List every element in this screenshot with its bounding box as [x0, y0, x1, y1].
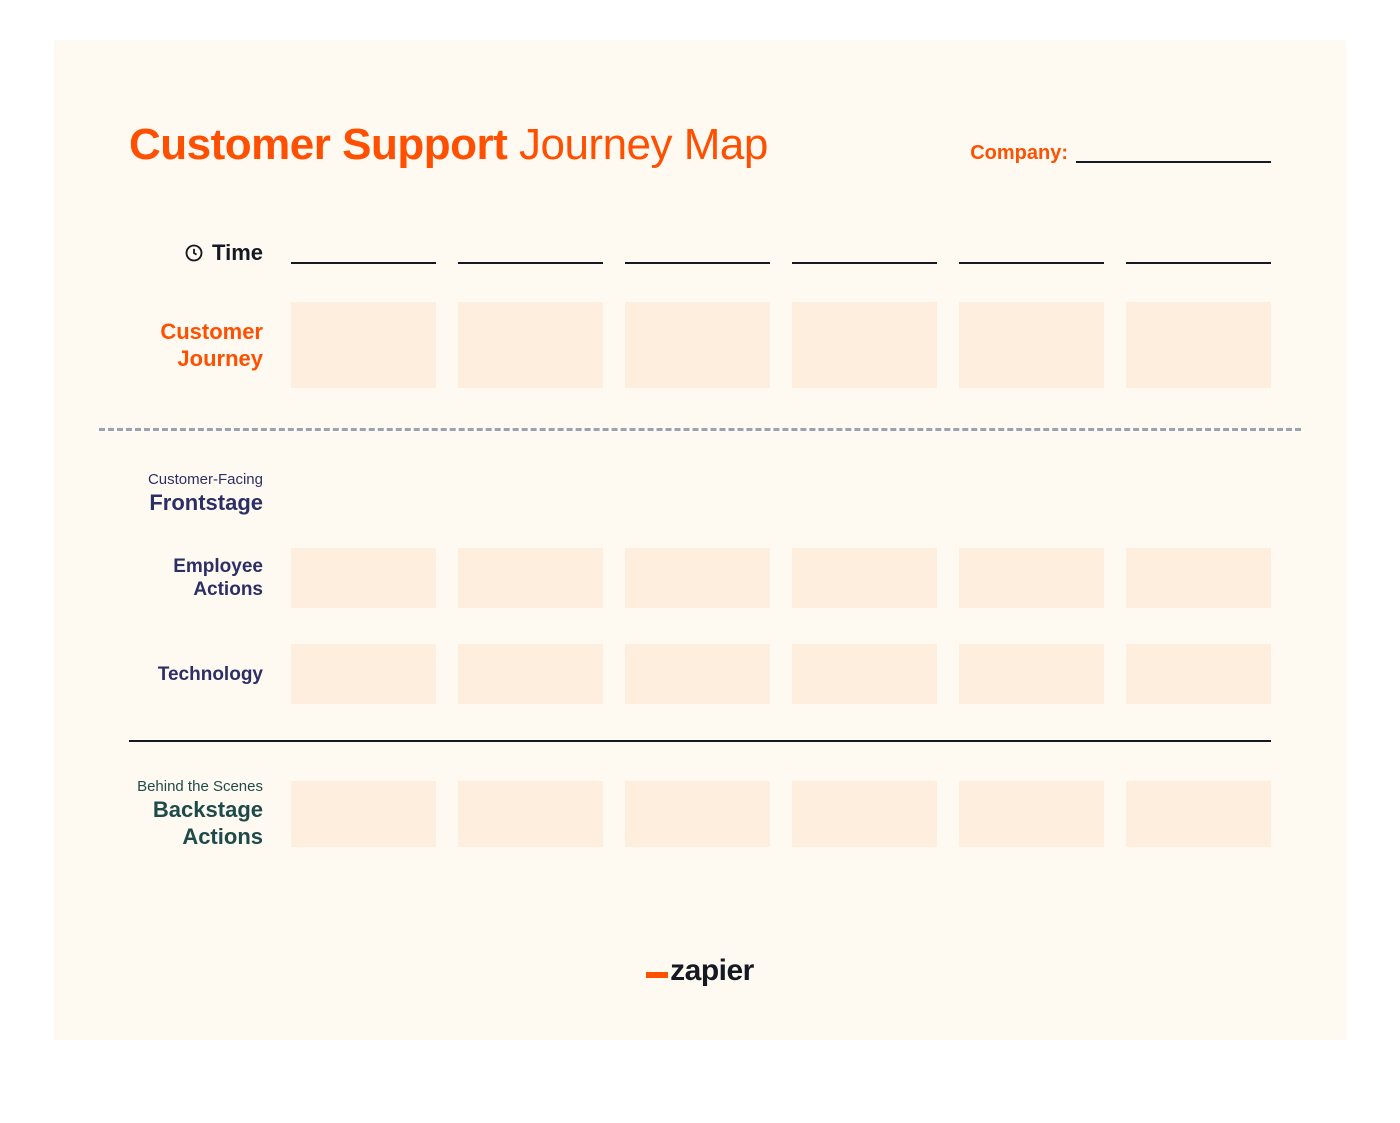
time-slot[interactable]	[1126, 262, 1271, 264]
time-row: Time	[129, 240, 1271, 266]
backstage-cell[interactable]	[959, 781, 1104, 847]
technology-cell[interactable]	[1126, 644, 1271, 704]
time-slot[interactable]	[625, 262, 770, 264]
customer-journey-label: Customer Journey	[129, 318, 269, 373]
backstage-cell[interactable]	[625, 781, 770, 847]
employee-cell[interactable]	[959, 548, 1104, 608]
backstage-cell[interactable]	[1126, 781, 1271, 847]
title-bold: Customer Support	[129, 120, 507, 169]
technology-cell[interactable]	[291, 644, 436, 704]
technology-row: Technology	[129, 644, 1271, 704]
technology-cell[interactable]	[792, 644, 937, 704]
technology-cell[interactable]	[458, 644, 603, 704]
technology-cell[interactable]	[959, 644, 1104, 704]
technology-cell[interactable]	[625, 644, 770, 704]
backstage-cell[interactable]	[458, 781, 603, 847]
technology-label-text: Technology	[158, 664, 263, 685]
journey-cell[interactable]	[625, 302, 770, 388]
journey-cell[interactable]	[1126, 302, 1271, 388]
employee-cell[interactable]	[625, 548, 770, 608]
frontstage-main: Frontstage	[149, 490, 263, 515]
logo-underscore-icon	[646, 972, 668, 978]
customer-journey-row: Customer Journey	[129, 302, 1271, 388]
journey-cell[interactable]	[959, 302, 1104, 388]
company-label: Company:	[970, 142, 1068, 165]
employee-cell[interactable]	[291, 548, 436, 608]
backstage-cell[interactable]	[291, 781, 436, 847]
header: Customer Support Journey Map Company:	[129, 120, 1271, 170]
company-field[interactable]: Company:	[970, 142, 1271, 165]
journey-map-page: Customer Support Journey Map Company: Ti…	[54, 40, 1346, 1040]
journey-cell[interactable]	[792, 302, 937, 388]
time-slot[interactable]	[792, 262, 937, 264]
employee-actions-label-text: Employee Actions	[173, 556, 263, 601]
backstage-label: Behind the Scenes Backstage Actions	[129, 778, 269, 850]
time-label-text: Time	[212, 240, 263, 266]
time-slot[interactable]	[959, 262, 1104, 264]
divider-solid	[129, 740, 1271, 742]
time-label: Time	[129, 240, 269, 266]
page-title: Customer Support Journey Map	[129, 120, 768, 170]
journey-cell[interactable]	[458, 302, 603, 388]
zapier-logo: zapier	[646, 954, 754, 988]
company-input-line[interactable]	[1076, 161, 1271, 163]
divider-dashed	[99, 428, 1301, 431]
time-slot[interactable]	[291, 262, 436, 264]
employee-cell[interactable]	[458, 548, 603, 608]
backstage-cell[interactable]	[792, 781, 937, 847]
frontstage-sup: Customer-Facing	[129, 471, 263, 488]
backstage-main: Backstage Actions	[153, 797, 263, 848]
employee-cell[interactable]	[1126, 548, 1271, 608]
logo-text: zapier	[670, 954, 754, 988]
employee-cell[interactable]	[792, 548, 937, 608]
time-slot[interactable]	[458, 262, 603, 264]
technology-label: Technology	[129, 663, 269, 687]
footer-logo: zapier	[54, 954, 1346, 988]
backstage-sup: Behind the Scenes	[129, 778, 263, 795]
frontstage-label: Customer-Facing Frontstage	[129, 471, 269, 516]
clock-icon	[184, 243, 204, 263]
backstage-row: Behind the Scenes Backstage Actions	[129, 778, 1271, 850]
title-light: Journey Map	[519, 120, 768, 169]
journey-cell[interactable]	[291, 302, 436, 388]
employee-actions-label: Employee Actions	[129, 555, 269, 603]
frontstage-header: Customer-Facing Frontstage	[129, 471, 1271, 534]
employee-actions-row: Employee Actions	[129, 548, 1271, 608]
customer-journey-label-text: Customer Journey	[160, 319, 263, 372]
